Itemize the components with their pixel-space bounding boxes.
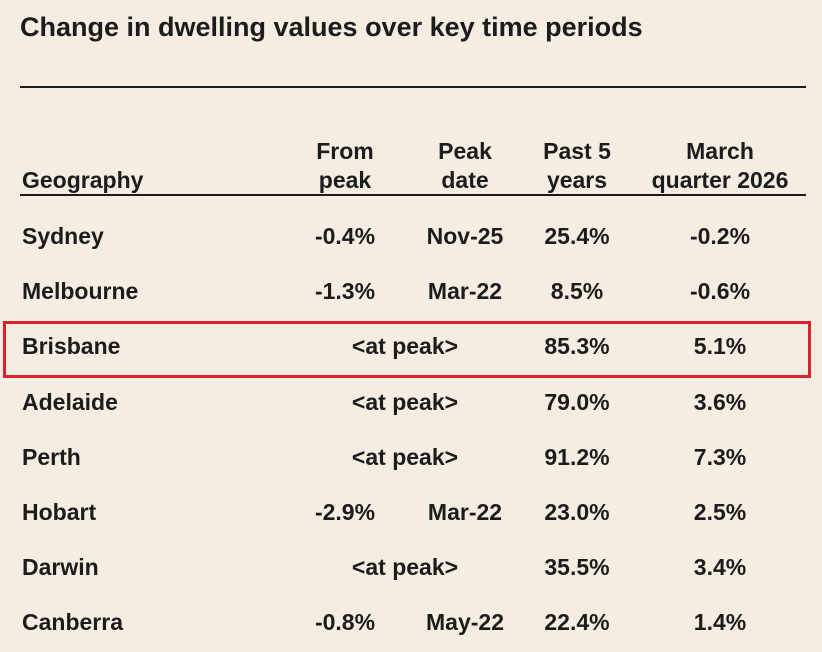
header-rule [20, 194, 806, 196]
cell: 3.4% [693, 554, 747, 581]
cell: <at peak> [351, 333, 459, 360]
row-label: Darwin [22, 554, 99, 581]
cell: 2.5% [693, 499, 747, 525]
cell: Mar-22 [427, 278, 503, 305]
cell: 5.1% [693, 333, 747, 360]
cell: Nov-25 [426, 223, 504, 249]
cell: 25.4% [544, 223, 610, 249]
row-label: Adelaide [22, 388, 118, 415]
cell: 91.2% [544, 443, 610, 470]
row-label: Melbourne [22, 278, 139, 305]
cell: 22.4% [544, 609, 610, 636]
row-label: Brisbane [22, 333, 121, 360]
cell: 79.0% [544, 388, 610, 415]
cell: -0.8% [314, 609, 376, 636]
header-cell: Geography [22, 167, 144, 193]
cell: 7.3% [693, 443, 747, 470]
title: Change in dwelling values over key time … [20, 12, 643, 42]
cell: 3.6% [693, 388, 747, 415]
cell: <at peak> [351, 443, 459, 470]
title-rule [20, 86, 806, 88]
cell: <at peak> [351, 388, 459, 415]
cell: 1.4% [693, 609, 747, 636]
highlight-box [3, 321, 811, 379]
cell: -0.4% [314, 223, 376, 249]
header-cell: quarter 2026 [651, 167, 789, 193]
cell: 35.5% [544, 554, 610, 581]
cell: 23.0% [544, 499, 610, 525]
header-cell: From [316, 138, 374, 164]
cell: -0.2% [689, 223, 751, 249]
cell: -0.6% [689, 278, 751, 305]
cell: Mar-22 [427, 499, 503, 525]
header-cell: Past 5 [543, 138, 611, 164]
cell: 8.5% [550, 278, 604, 305]
row-label: Canberra [22, 609, 123, 636]
row-label: Hobart [22, 499, 97, 525]
row-label: Perth [22, 443, 81, 470]
cell: 85.3% [544, 333, 610, 360]
header-cell: peak [318, 167, 372, 193]
header-cell: March [686, 138, 754, 164]
header-cell: Peak [438, 138, 492, 164]
header-cell: date [441, 167, 489, 193]
cell: <at peak> [351, 554, 459, 581]
cell: -1.3% [314, 278, 376, 305]
cell: -2.9% [314, 499, 376, 525]
cell: May-22 [426, 609, 504, 636]
header-cell: years [546, 167, 608, 193]
row-label: Sydney [22, 223, 104, 249]
